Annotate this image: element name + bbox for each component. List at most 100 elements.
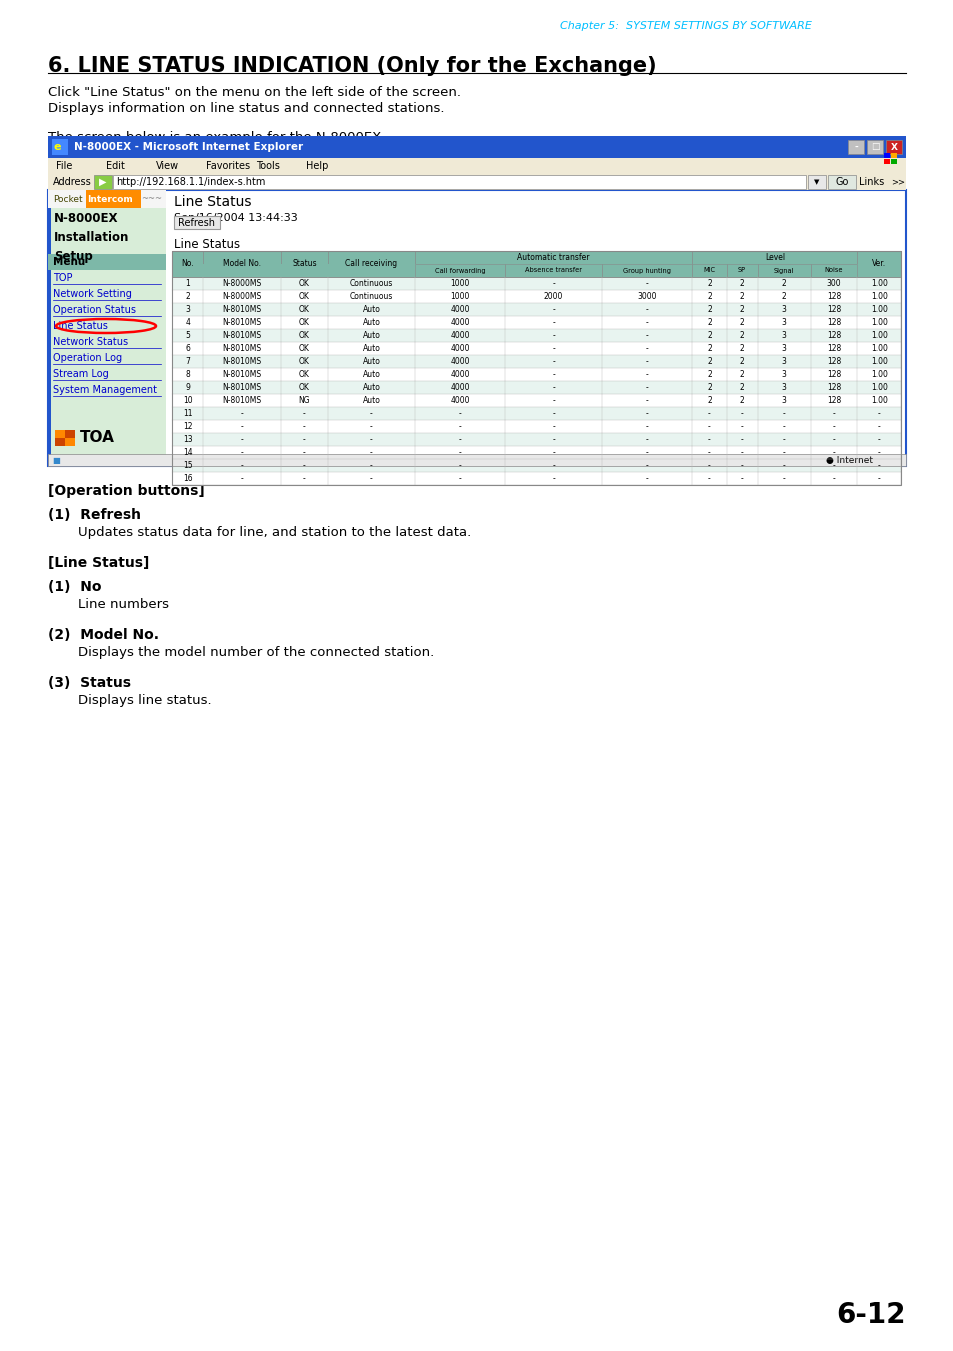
Bar — [203, 251, 281, 277]
Text: -: - — [645, 396, 648, 405]
Text: -: - — [645, 317, 648, 327]
Text: -: - — [240, 422, 243, 431]
Text: Click "Line Status" on the menu on the left side of the screen.: Click "Line Status" on the menu on the l… — [48, 86, 460, 99]
Text: ● Internet: ● Internet — [825, 455, 872, 465]
Bar — [890, 153, 896, 158]
Text: 2: 2 — [739, 331, 743, 340]
Bar — [172, 407, 900, 420]
Text: View: View — [156, 161, 179, 172]
Text: ■: ■ — [52, 455, 60, 465]
Text: Automatic transfer: Automatic transfer — [517, 253, 589, 262]
Text: Updates status data for line, and station to the latest data.: Updates status data for line, and statio… — [78, 526, 471, 539]
Text: OK: OK — [298, 382, 310, 392]
Text: -: - — [552, 396, 555, 405]
Bar — [807, 176, 825, 189]
Text: TOA: TOA — [80, 431, 114, 446]
Text: -: - — [552, 449, 555, 457]
Text: 2: 2 — [739, 280, 743, 288]
Text: -: - — [552, 305, 555, 313]
Text: Intercom: Intercom — [87, 195, 132, 204]
Text: 2000: 2000 — [543, 292, 562, 301]
Text: -: - — [458, 474, 461, 484]
Text: OK: OK — [298, 292, 310, 301]
Bar — [172, 420, 900, 434]
Text: Favorites: Favorites — [206, 161, 250, 172]
Text: 2: 2 — [706, 345, 711, 353]
Text: 3: 3 — [781, 382, 786, 392]
Bar — [172, 471, 900, 485]
Text: 1.00: 1.00 — [870, 345, 886, 353]
Text: -: - — [458, 422, 461, 431]
Text: Auto: Auto — [362, 331, 380, 340]
Text: 128: 128 — [826, 357, 841, 366]
Text: Absence transfer: Absence transfer — [524, 267, 581, 273]
Bar — [55, 430, 75, 446]
Bar — [172, 277, 900, 290]
Text: -: - — [552, 435, 555, 444]
Bar — [692, 263, 726, 277]
Text: N-8010MS: N-8010MS — [222, 305, 261, 313]
Text: -: - — [303, 435, 306, 444]
Bar — [415, 263, 505, 277]
Bar — [52, 139, 68, 155]
Text: Ver.: Ver. — [871, 259, 885, 269]
Text: 3: 3 — [781, 357, 786, 366]
Text: OK: OK — [298, 280, 310, 288]
Text: OK: OK — [298, 305, 310, 313]
Text: -: - — [552, 331, 555, 340]
Text: -: - — [458, 409, 461, 417]
Text: -: - — [370, 409, 373, 417]
Bar — [112, 176, 805, 189]
Text: 9: 9 — [185, 382, 190, 392]
Text: -: - — [707, 449, 710, 457]
Text: 2: 2 — [739, 345, 743, 353]
Bar — [172, 303, 900, 316]
Bar — [890, 159, 896, 163]
Text: 128: 128 — [826, 305, 841, 313]
Bar — [847, 141, 863, 154]
Text: -: - — [645, 280, 648, 288]
Text: -: - — [782, 422, 784, 431]
Text: >>: >> — [890, 177, 904, 186]
Bar — [857, 251, 900, 277]
Text: Call forwarding: Call forwarding — [435, 267, 485, 273]
Text: -: - — [707, 422, 710, 431]
Text: Tools: Tools — [255, 161, 279, 172]
Text: 16: 16 — [183, 474, 193, 484]
Text: N-8010MS: N-8010MS — [222, 345, 261, 353]
Text: -: - — [782, 461, 784, 470]
Text: Refresh: Refresh — [178, 218, 215, 227]
Text: N-8000MS: N-8000MS — [222, 280, 261, 288]
Bar — [94, 176, 112, 189]
Text: 13: 13 — [183, 435, 193, 444]
Bar — [172, 342, 900, 355]
Text: Sep/16/2004 13:44:33: Sep/16/2004 13:44:33 — [173, 213, 297, 223]
Text: 2: 2 — [781, 280, 785, 288]
Text: N-8000EX
Installation
Setup: N-8000EX Installation Setup — [54, 212, 130, 263]
Text: 10: 10 — [183, 396, 193, 405]
Text: -: - — [645, 370, 648, 380]
Text: -: - — [303, 449, 306, 457]
Text: Continuous: Continuous — [350, 292, 393, 301]
Text: -: - — [877, 474, 880, 484]
Text: Auto: Auto — [362, 317, 380, 327]
Text: Noise: Noise — [824, 267, 842, 273]
Bar — [866, 141, 882, 154]
Text: 2: 2 — [706, 382, 711, 392]
Text: -: - — [370, 474, 373, 484]
Text: 1.00: 1.00 — [870, 317, 886, 327]
Text: 2: 2 — [706, 370, 711, 380]
Text: 6: 6 — [185, 345, 190, 353]
Text: 3: 3 — [781, 345, 786, 353]
Text: -: - — [240, 409, 243, 417]
Text: 128: 128 — [826, 370, 841, 380]
Text: 14: 14 — [183, 449, 193, 457]
Text: -: - — [645, 449, 648, 457]
Text: Displays the model number of the connected station.: Displays the model number of the connect… — [78, 646, 434, 659]
Text: -: - — [458, 435, 461, 444]
Text: -: - — [645, 435, 648, 444]
Text: OK: OK — [298, 357, 310, 366]
Text: 8: 8 — [185, 370, 190, 380]
Text: Menu: Menu — [53, 257, 85, 267]
Text: 4000: 4000 — [450, 396, 470, 405]
